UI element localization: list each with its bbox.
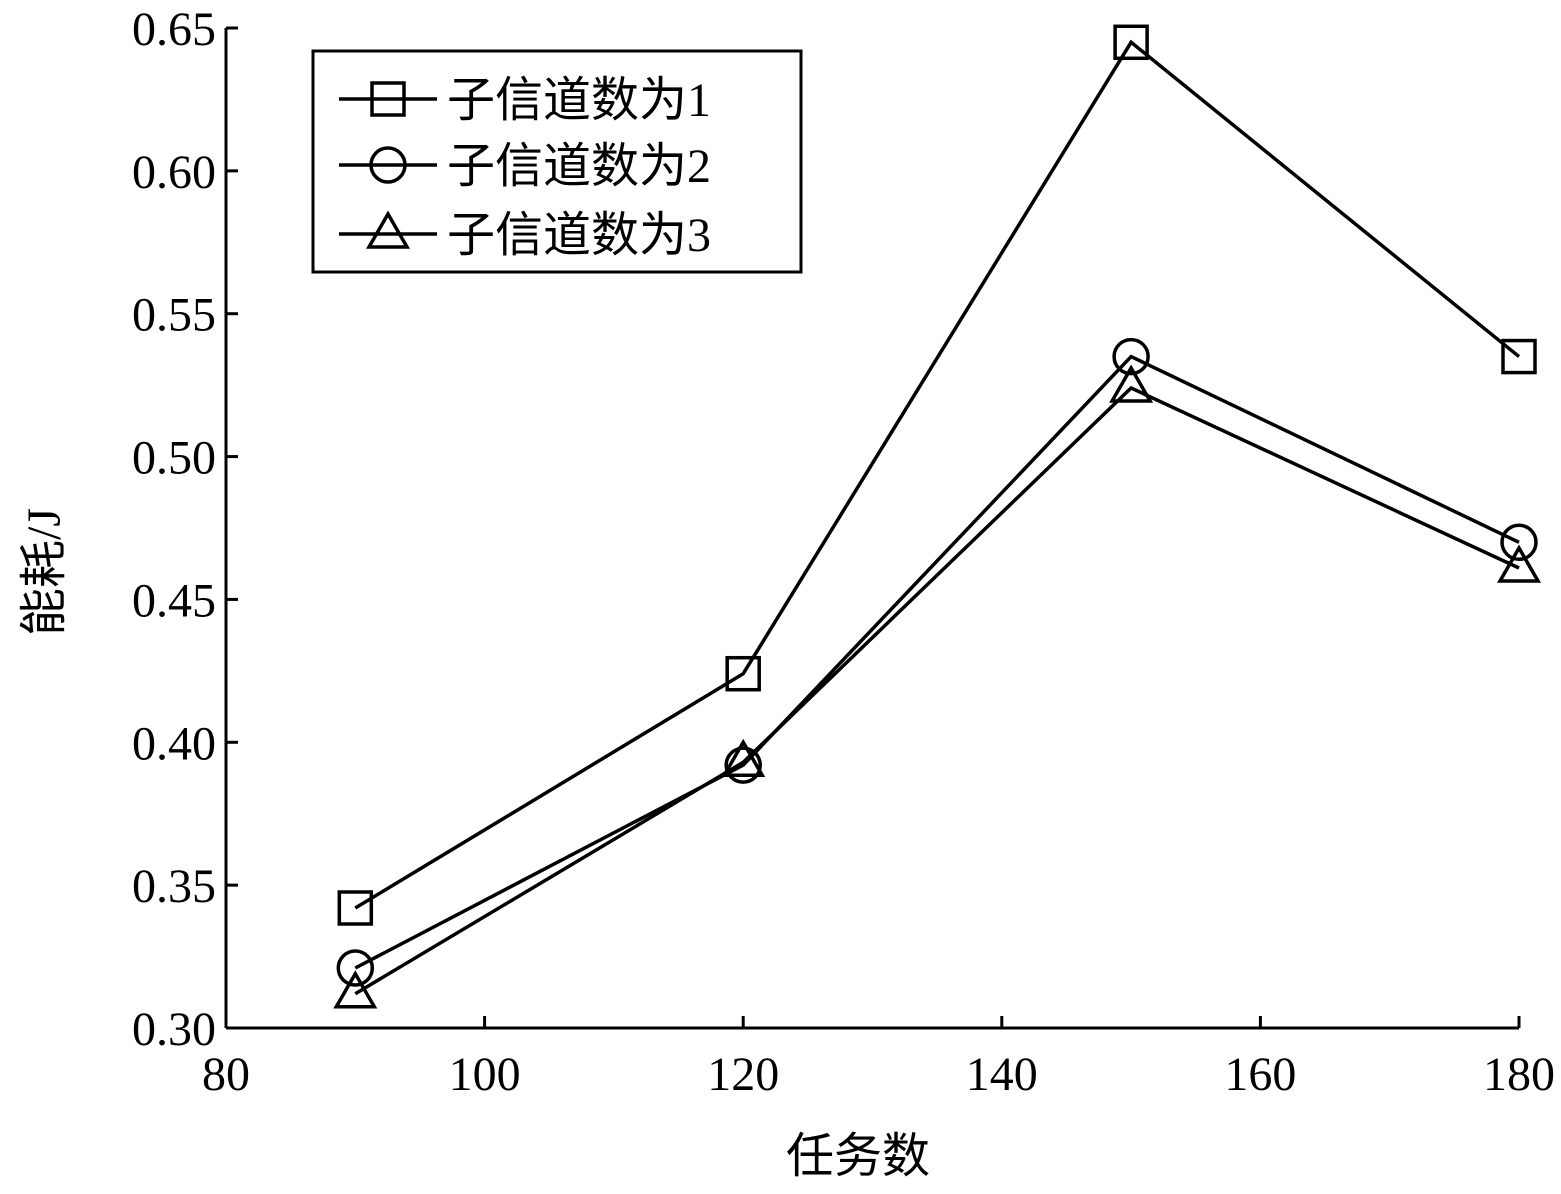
y-tick-label: 0.40 <box>132 717 216 770</box>
x-tick-label: 100 <box>449 1048 521 1101</box>
legend-label: 子信道数为3 <box>447 209 711 262</box>
x-tick-label: 80 <box>202 1048 250 1101</box>
data-point-square <box>1113 24 1149 61</box>
series-1 <box>337 24 1537 926</box>
legend-label: 子信道数为2 <box>447 140 711 193</box>
data-point-triangle <box>721 738 766 778</box>
x-tick-label: 160 <box>1224 1048 1296 1101</box>
y-tick-label: 0.35 <box>132 860 216 913</box>
series-3 <box>333 364 1542 1009</box>
series-2 <box>336 337 1538 987</box>
axes: 0.30 0.35 0.40 0.45 0.50 0.55 0.60 0.65 80 100 120… <box>132 3 1555 1101</box>
series-line <box>354 354 1520 970</box>
data-point-square <box>1501 338 1537 375</box>
y-tick-label: 0.45 <box>132 574 216 627</box>
data-point-triangle <box>333 970 378 1009</box>
legend-label: 子信道数为1 <box>447 74 711 127</box>
y-tick-label: 0.30 <box>132 1003 216 1056</box>
x-axis-title: 任务数 <box>786 1130 930 1183</box>
data-point-square <box>337 890 374 926</box>
data-point-triangle <box>1109 364 1154 403</box>
legend: 子信道数为1 子信道数为2 子信道数为3 <box>311 49 803 274</box>
series-line <box>354 39 1521 910</box>
y-tick-label: 0.60 <box>132 146 216 199</box>
x-tick-label: 120 <box>707 1048 779 1101</box>
x-tick-label: 140 <box>966 1048 1038 1101</box>
y-tick-label: 0.50 <box>132 432 216 485</box>
data-point-circle <box>1112 337 1150 376</box>
data-point-circle <box>1500 523 1538 562</box>
data-point-circle <box>724 746 762 784</box>
y-axis-title: 能耗/J <box>18 508 71 636</box>
data-point-square <box>725 655 761 692</box>
legend-marker-circle <box>369 146 407 184</box>
legend-marker-square <box>370 81 406 117</box>
x-tick-label: 180 <box>1483 1048 1555 1101</box>
series-line <box>354 385 1520 996</box>
y-tick-label: 0.65 <box>132 3 216 56</box>
data-point-triangle <box>1496 544 1542 583</box>
y-tick-label: 0.55 <box>132 289 216 342</box>
data-point-circle <box>336 949 375 987</box>
legend-marker-triangle <box>365 210 411 249</box>
series-layer <box>333 24 1542 1009</box>
